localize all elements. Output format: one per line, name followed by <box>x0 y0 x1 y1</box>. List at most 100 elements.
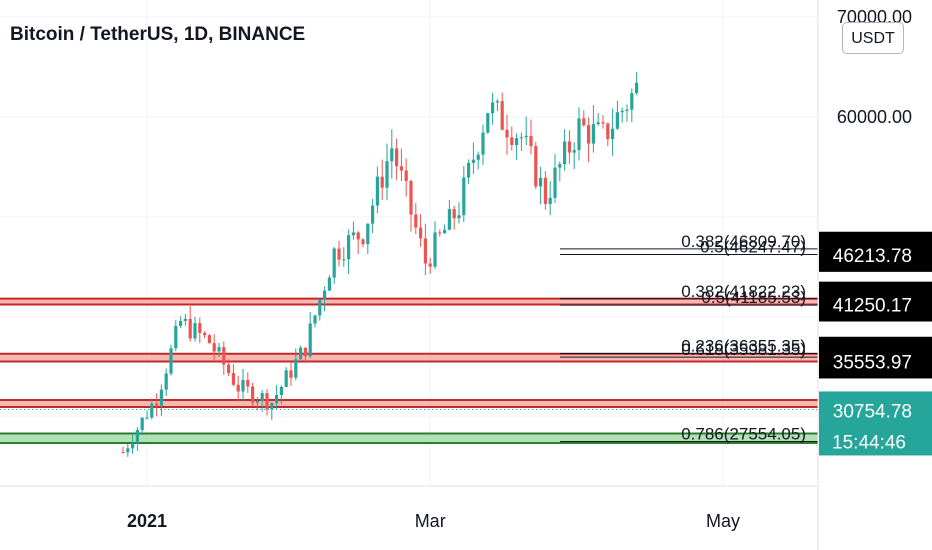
candle-body <box>121 452 125 453</box>
candle-body <box>390 148 394 162</box>
candle-body <box>510 137 514 146</box>
candle-body <box>534 146 538 187</box>
candle-body <box>620 110 624 113</box>
candle-body <box>419 227 423 239</box>
candle-body <box>217 347 221 352</box>
zone-resistance <box>0 400 818 407</box>
candle-body <box>587 125 591 144</box>
y-tick-label: 60000.00 <box>837 107 912 127</box>
candle-body <box>409 180 413 215</box>
candle-body <box>457 215 461 219</box>
candle-body <box>635 82 639 94</box>
candle-body <box>467 162 471 178</box>
candle-body <box>385 161 389 188</box>
candle-body <box>198 323 202 333</box>
fib-level-label: 0.5(46247.47) <box>700 238 806 257</box>
candle-body <box>500 101 504 130</box>
candle-body <box>548 197 552 204</box>
candle-body <box>524 135 528 138</box>
candle-body <box>414 214 418 228</box>
candle-body <box>289 370 293 378</box>
price-label-box <box>819 287 932 322</box>
candle-body <box>188 318 192 339</box>
candle-body <box>193 323 197 339</box>
price-label: 46213.78 <box>833 246 912 267</box>
candle-body <box>337 248 341 260</box>
candle-body <box>428 263 432 267</box>
candle-body <box>150 403 154 418</box>
candle-body <box>279 386 283 395</box>
candle-body <box>246 379 250 387</box>
candle-body <box>601 122 605 124</box>
candle-body <box>395 148 399 167</box>
candle-body <box>207 335 211 344</box>
candle-body <box>443 229 447 234</box>
candle-body <box>169 348 173 374</box>
candle-body <box>481 132 485 155</box>
candle-body <box>366 223 370 245</box>
candle-body <box>476 154 480 160</box>
candle-body <box>327 277 331 291</box>
candle-body <box>347 235 351 260</box>
candle-body <box>227 364 231 374</box>
candle-body <box>630 93 634 110</box>
candle-body <box>255 401 259 403</box>
candle-body <box>135 429 139 444</box>
price-label-box <box>819 344 932 379</box>
zone-resistance <box>0 353 818 362</box>
candle-body <box>582 118 586 126</box>
candle-body <box>563 141 567 165</box>
candle-body <box>471 159 475 163</box>
price-label: 41250.17 <box>833 295 912 316</box>
candle-body <box>241 379 245 392</box>
candle-body <box>433 232 437 267</box>
candle-body <box>212 343 216 352</box>
last-price-box <box>819 391 932 456</box>
candle-body <box>462 177 466 216</box>
fib-level-label: 0.5(41185.53) <box>701 288 806 307</box>
candle-body <box>351 232 355 236</box>
candle-body <box>159 389 163 406</box>
candle-body <box>577 118 581 151</box>
fib-level-label: 0.382(41822.23) <box>681 282 806 301</box>
candle-body <box>164 373 168 390</box>
candle-body <box>284 370 288 387</box>
x-tick-label: Mar <box>415 511 446 531</box>
candle-body <box>361 239 365 245</box>
candle-body <box>543 177 547 204</box>
candle-body <box>313 315 317 324</box>
candle-body <box>174 325 178 349</box>
candle-body <box>145 417 149 419</box>
candle-body <box>572 150 576 153</box>
fib-level-label: 0.382(46809.70) <box>681 232 806 251</box>
candle-body <box>423 238 427 264</box>
candle-body <box>611 128 615 140</box>
candle-body <box>179 320 183 326</box>
candle-body <box>486 113 490 133</box>
candle-body <box>495 101 499 103</box>
zone-resistance <box>0 298 818 305</box>
candle-body <box>183 318 187 321</box>
zone-support <box>0 433 818 443</box>
candle-body <box>567 141 571 153</box>
last-price-label: 30754.78 <box>833 401 912 422</box>
candle-body <box>625 109 629 111</box>
candle-body <box>299 347 303 360</box>
candle-body <box>155 403 159 406</box>
candle-body <box>519 137 523 139</box>
candle-body <box>558 164 562 168</box>
candle-body <box>380 176 384 188</box>
candle-body <box>332 248 336 278</box>
candle-body <box>505 129 509 138</box>
candle-body <box>275 394 279 404</box>
candle-body <box>404 170 408 181</box>
chart-title: Bitcoin / TetherUS, 1D, BINANCE <box>10 24 306 45</box>
candle-body <box>606 123 610 140</box>
candle-body <box>303 347 307 357</box>
candle-body <box>529 135 533 147</box>
candle-body <box>222 347 226 365</box>
candle-body <box>231 373 235 385</box>
price-label-box <box>819 237 932 272</box>
currency-button[interactable]: USDT <box>842 22 904 54</box>
